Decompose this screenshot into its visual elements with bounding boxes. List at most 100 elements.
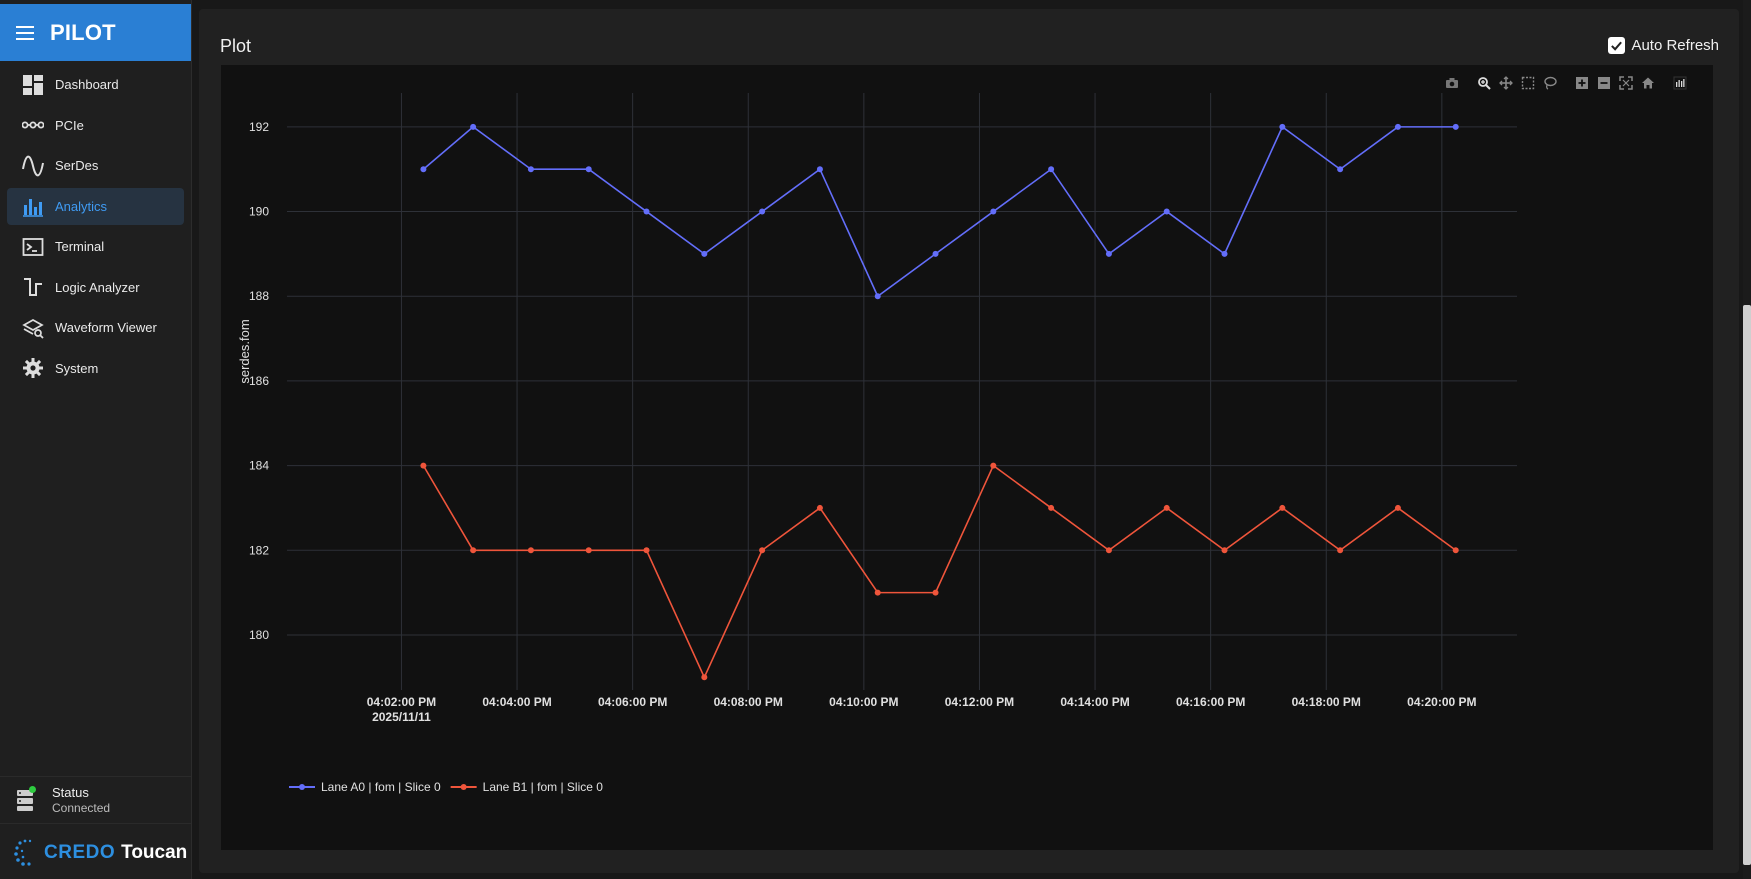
sidebar-item-label: PCIe — [55, 117, 84, 133]
sidebar-nav: Dashboard PCIe SerDes Analytics — [0, 66, 191, 390]
credo-logo-icon — [14, 839, 32, 866]
series-point-0 — [1105, 250, 1112, 257]
x-tick-label: 04:16:00 PM — [1176, 695, 1245, 709]
page-scrollbar[interactable] — [1743, 0, 1751, 879]
series-point-1 — [816, 504, 823, 511]
auto-refresh-checkbox[interactable] — [1608, 37, 1626, 54]
server-status-icon — [0, 786, 52, 812]
brand-header: PILOT — [0, 4, 191, 61]
series-point-1 — [420, 462, 427, 469]
sidebar-item-dashboard[interactable]: Dashboard — [7, 66, 184, 103]
series-point-0 — [1221, 250, 1228, 257]
status-indicator-dot — [29, 786, 36, 793]
y-tick-label: 192 — [249, 120, 269, 134]
series-point-0 — [816, 166, 823, 173]
series-point-1 — [527, 547, 534, 554]
sidebar-item-serdes[interactable]: SerDes — [7, 147, 184, 184]
card-title: Plot — [220, 36, 252, 56]
series-line-1 — [422, 464, 1457, 680]
x-tick-label: 04:04:00 PM — [482, 695, 551, 709]
legend-swatch-point-0 — [299, 784, 305, 790]
status-value: Connected — [52, 801, 111, 815]
y-axis-label: serdes.fom — [237, 319, 252, 383]
legend-entry-1: Lane B1 | fom | Slice 0 — [483, 780, 604, 794]
checkmark-icon — [1611, 41, 1623, 51]
autoscale-icon[interactable] — [1617, 74, 1635, 92]
plotly-logo-icon[interactable] — [1671, 74, 1689, 92]
sidebar-item-label: SerDes — [55, 158, 99, 173]
series-point-0 — [1394, 123, 1401, 130]
y-tick-label: 182 — [249, 543, 269, 557]
series-point-1 — [470, 547, 477, 554]
zoom-in-icon[interactable] — [1573, 74, 1591, 92]
series-point-0 — [470, 123, 477, 130]
sidebar-item-terminal[interactable]: Terminal — [7, 228, 184, 265]
series-point-1 — [1221, 547, 1228, 554]
series-point-0 — [874, 293, 881, 300]
series-point-0 — [1048, 166, 1055, 173]
x-tick-label: 04:12:00 PM — [945, 695, 1014, 709]
series-point-0 — [527, 166, 534, 173]
series-point-0 — [585, 166, 592, 173]
serdes-wave-icon — [7, 147, 55, 184]
plot-modebar — [1443, 74, 1689, 92]
plot-card: Plot Auto Refresh 180 182 184 186 188 190 192 0… — [199, 9, 1739, 873]
series-point-1 — [1163, 504, 1170, 511]
plot-area[interactable]: 180 182 184 186 188 190 192 04:02:00 PM 2025/11/… — [221, 65, 1713, 850]
camera-icon[interactable] — [1443, 74, 1461, 92]
series-point-0 — [1337, 166, 1344, 173]
zoom-icon[interactable] — [1475, 74, 1493, 92]
sidebar-item-label: Terminal — [55, 239, 105, 254]
sidebar-item-label: Waveform Viewer — [55, 320, 157, 335]
series-point-1 — [1394, 504, 1401, 511]
x-tick-label: 04:06:00 PM — [598, 695, 667, 709]
main-content: Plot Auto Refresh 180 182 184 186 188 190 192 0… — [192, 0, 1751, 879]
scrollbar-thumb[interactable] — [1743, 305, 1751, 865]
y-tick-label: 184 — [249, 459, 269, 473]
series-point-1 — [1337, 547, 1344, 554]
lasso-select-icon[interactable] — [1541, 74, 1559, 92]
series-point-1 — [1452, 547, 1459, 554]
box-select-icon[interactable] — [1519, 74, 1537, 92]
sidebar-item-waveform-viewer[interactable]: Waveform Viewer — [7, 309, 184, 346]
logic-analyzer-icon — [7, 269, 55, 306]
y-tick-label: 180 — [249, 628, 269, 642]
series-point-1 — [1279, 504, 1286, 511]
x-tick-label: 04:18:00 PM — [1292, 695, 1361, 709]
sidebar-item-logic-analyzer[interactable]: Logic Analyzer — [7, 269, 184, 306]
zoom-out-icon[interactable] — [1595, 74, 1613, 92]
x-tick-label: 04:14:00 PM — [1060, 695, 1129, 709]
series-point-0 — [1163, 208, 1170, 215]
hamburger-menu-icon[interactable] — [0, 31, 50, 34]
x-tick-sublabel: 2025/11/11 — [372, 710, 431, 724]
status-title: Status — [52, 785, 89, 800]
y-tick-label: 188 — [249, 289, 269, 303]
series-point-1 — [1048, 504, 1055, 511]
pan-icon[interactable] — [1497, 74, 1515, 92]
sidebar-item-analytics[interactable]: Analytics — [7, 187, 184, 225]
series-point-1 — [932, 589, 939, 596]
legend-swatch-point-1 — [460, 784, 467, 790]
credo-wordmark: CREDO — [44, 842, 116, 863]
series-point-1 — [701, 674, 708, 681]
connection-status: Status Connected — [0, 776, 191, 824]
series-point-0 — [1452, 123, 1459, 130]
y-tick-label: 190 — [249, 205, 269, 219]
waveform-viewer-icon — [7, 309, 55, 346]
auto-refresh-toggle[interactable]: Auto Refresh — [1608, 37, 1719, 54]
y-tick-label: 186 — [249, 374, 269, 388]
series-point-1 — [585, 547, 592, 554]
reset-axes-home-icon[interactable] — [1639, 74, 1657, 92]
credo-toucan-logo: CREDO Toucan — [14, 838, 187, 868]
series-point-0 — [701, 250, 708, 257]
product-name: Toucan — [121, 842, 188, 863]
x-tick-label: 04:02:00 PM — [367, 695, 436, 709]
x-tick-label: 04:10:00 PM — [829, 695, 898, 709]
sidebar-item-pcie[interactable]: PCIe — [7, 107, 184, 144]
series-point-1 — [643, 547, 650, 554]
line-chart[interactable]: 180 182 184 186 188 190 192 04:02:00 PM2025/11/… — [221, 65, 1713, 850]
sidebar-item-label: Analytics — [55, 198, 108, 214]
x-tick-label: 04:08:00 PM — [714, 695, 783, 709]
sidebar-item-system[interactable]: System — [7, 350, 184, 387]
gear-icon — [7, 350, 55, 387]
